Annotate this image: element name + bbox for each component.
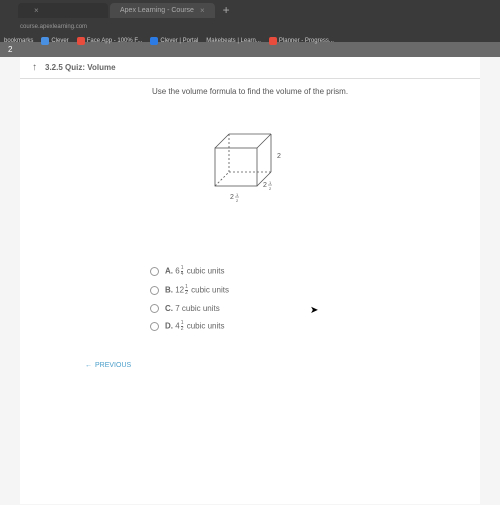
- svg-text:2: 2: [269, 186, 272, 191]
- left-arrow-icon: ←: [85, 362, 92, 369]
- radio-icon[interactable]: [150, 267, 159, 276]
- choice-b[interactable]: B. 1212 cubic units: [150, 285, 460, 296]
- choice-c[interactable]: C. 7 cubic units: [150, 304, 460, 313]
- page-header: 2: [0, 42, 500, 57]
- radio-icon[interactable]: [150, 286, 159, 295]
- bookmark-icon: [150, 37, 158, 45]
- header-number: 2: [8, 45, 12, 54]
- tabs-row: × Apex Learning - Course × +: [0, 0, 500, 20]
- bookmark-item[interactable]: bookmarks: [4, 38, 33, 44]
- prism-figure: 2 2 1 2 2 1 2: [40, 126, 460, 206]
- previous-link[interactable]: ← PREVIOUS: [85, 362, 460, 369]
- dim-height: 2: [277, 153, 281, 160]
- cursor-icon: ➤: [310, 305, 318, 316]
- svg-text:1: 1: [269, 180, 272, 185]
- bookmark-item[interactable]: Face App - 100% F...: [77, 37, 143, 45]
- quiz-body: Use the volume formula to find the volum…: [20, 79, 480, 504]
- up-arrow-icon[interactable]: ↑: [32, 62, 37, 73]
- choice-d[interactable]: D. 412 cubic units: [150, 321, 460, 332]
- quiz-breadcrumb: ↑ 3.2.5 Quiz: Volume: [20, 57, 480, 79]
- bookmark-item[interactable]: Makebeats | Learn...: [206, 38, 261, 44]
- url-bar[interactable]: course.apexlearning.com: [0, 20, 500, 34]
- svg-text:1: 1: [236, 192, 239, 197]
- bookmark-item[interactable]: Clever | Portal: [150, 37, 198, 45]
- dim-depth: 2: [263, 182, 267, 189]
- url-text: course.apexlearning.com: [20, 24, 87, 30]
- previous-label: PREVIOUS: [95, 362, 131, 369]
- radio-icon[interactable]: [150, 304, 159, 313]
- dim-width: 2: [230, 194, 234, 201]
- bookmark-icon: [41, 37, 49, 45]
- tab-inactive[interactable]: ×: [18, 3, 108, 18]
- quiz-container: ↑ 3.2.5 Quiz: Volume Use the volume form…: [0, 57, 500, 505]
- question-text: Use the volume formula to find the volum…: [40, 87, 460, 96]
- close-icon[interactable]: ×: [34, 6, 39, 15]
- svg-text:2: 2: [236, 198, 239, 203]
- browser-chrome: × Apex Learning - Course × + course.apex…: [0, 0, 500, 42]
- tab-label: Apex Learning - Course: [120, 7, 194, 14]
- tab-active[interactable]: Apex Learning - Course ×: [110, 3, 215, 18]
- bookmark-item[interactable]: Planner - Progress...: [269, 37, 334, 45]
- close-icon[interactable]: ×: [200, 6, 205, 15]
- bookmark-item[interactable]: Clever: [41, 37, 68, 45]
- new-tab-button[interactable]: +: [217, 3, 236, 17]
- radio-icon[interactable]: [150, 322, 159, 331]
- breadcrumb-text: 3.2.5 Quiz: Volume: [45, 63, 116, 72]
- choices-list: A. 614 cubic units B. 1212 cubic units C…: [150, 266, 460, 332]
- bookmark-icon: [77, 37, 85, 45]
- bookmark-icon: [269, 37, 277, 45]
- choice-a[interactable]: A. 614 cubic units: [150, 266, 460, 277]
